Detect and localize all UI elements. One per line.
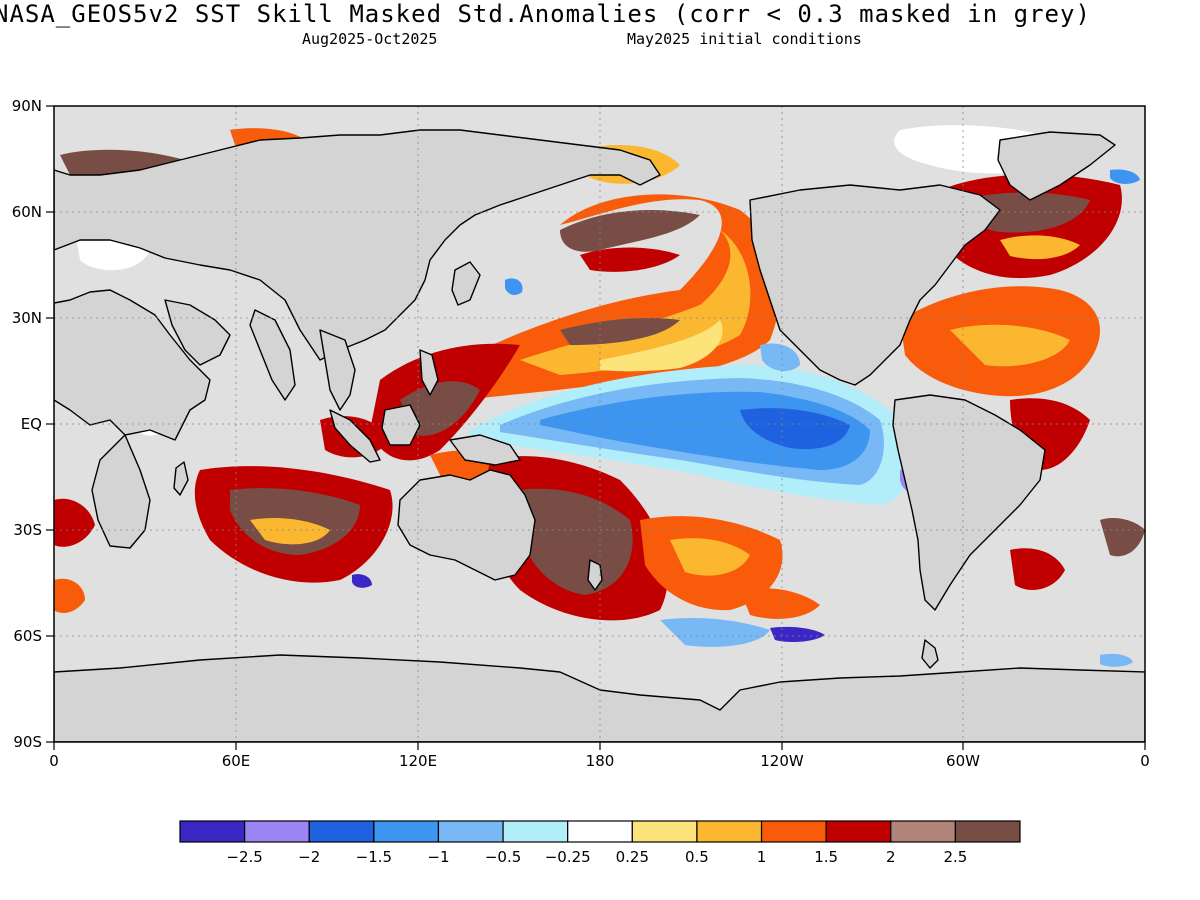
new-zealand-outline — [587, 559, 603, 591]
lon-label-60w: 60W — [946, 752, 980, 770]
arabia-outline — [164, 299, 231, 366]
lat-label-90s: 90S — [13, 733, 42, 751]
lat-label-30n: 30N — [12, 309, 42, 327]
lon-label-180: 180 — [586, 752, 615, 770]
south-america-outline — [892, 394, 1046, 611]
colorbar-swatch — [825, 820, 892, 843]
initial-conditions: May2025 initial conditions — [627, 30, 862, 48]
antarctic-peninsula-outline — [921, 639, 939, 669]
colorbar-swatch — [244, 820, 310, 843]
colorbar-label: 0.5 — [685, 848, 709, 866]
lon-label-0-west: 0 — [49, 752, 59, 770]
indochina-outline — [319, 329, 356, 411]
australia-outline — [397, 469, 536, 581]
colorbar-label: 1.5 — [814, 848, 838, 866]
forecast-period: Aug2025-Oct2025 — [302, 30, 438, 48]
colorbar-label: −2 — [298, 848, 320, 866]
colorbar-swatch — [179, 820, 246, 843]
colorbar-label: −1.5 — [356, 848, 392, 866]
lat-label-60s: 60S — [13, 627, 42, 645]
colorbar-swatch — [437, 820, 504, 843]
africa-south-outline — [91, 434, 151, 549]
colorbar-label: −2.5 — [226, 848, 262, 866]
colorbar-swatch — [954, 820, 1021, 843]
axis-ticks — [46, 105, 1146, 750]
colorbar-label: −0.5 — [485, 848, 521, 866]
colorbar-swatch — [308, 820, 375, 843]
lon-label-0-east: 0 — [1140, 752, 1150, 770]
borneo-outline — [381, 404, 421, 446]
colorbar-label: 0.25 — [616, 848, 649, 866]
colorbar-swatch — [567, 820, 633, 843]
lat-label-eq: EQ — [21, 415, 42, 433]
colorbar-swatch — [373, 820, 440, 843]
lat-label-90n: 90N — [12, 97, 42, 115]
antarctica-outline — [54, 654, 1145, 742]
colorbar-label: 2 — [886, 848, 896, 866]
colorbar-swatch — [631, 820, 698, 843]
colorbar-label: 2.5 — [943, 848, 967, 866]
sumatra-outline — [329, 409, 381, 463]
lon-label-120e: 120E — [399, 752, 437, 770]
colorbar: −2.5 −2 −1.5 −1 −0.5 −0.25 0.25 0.5 1 1.5 2 2.5 — [179, 820, 1021, 866]
colorbar-label: 1 — [757, 848, 767, 866]
greenland-outline — [997, 131, 1116, 201]
india-outline — [249, 309, 296, 401]
africa-outline — [54, 289, 211, 441]
japan-outline — [451, 261, 481, 306]
longitude-labels: 0 60E 120E 180 120W 60W 0 — [49, 752, 1150, 770]
colorbar-label: −1 — [427, 848, 449, 866]
philippines-outline — [419, 349, 439, 396]
colorbar-swatch — [890, 820, 956, 843]
lat-label-30s: 30S — [13, 521, 42, 539]
lat-label-60n: 60N — [12, 203, 42, 221]
colorbar-swatch — [696, 820, 763, 843]
eurasia-outline — [54, 129, 661, 361]
map-title: NASA_GEOS5v2 SST Skill Masked Std.Anomal… — [0, 0, 1091, 28]
colorbar-swatch — [502, 820, 569, 843]
lon-label-120w: 120W — [760, 752, 804, 770]
warm-anomaly-regions — [54, 128, 1145, 621]
colorbar-label: −0.25 — [545, 848, 591, 866]
cool-anomaly-regions — [352, 169, 1140, 667]
map-gridlines — [54, 106, 1145, 742]
north-america-outline — [749, 184, 1001, 386]
madagascar-outline — [173, 461, 189, 496]
new-guinea-outline — [449, 434, 521, 466]
lon-label-60e: 60E — [222, 752, 251, 770]
colorbar-swatch — [760, 820, 827, 843]
land-masses — [54, 129, 1145, 742]
latitude-labels: 90N 60N 30N EQ 30S 60S 90S — [12, 97, 42, 751]
